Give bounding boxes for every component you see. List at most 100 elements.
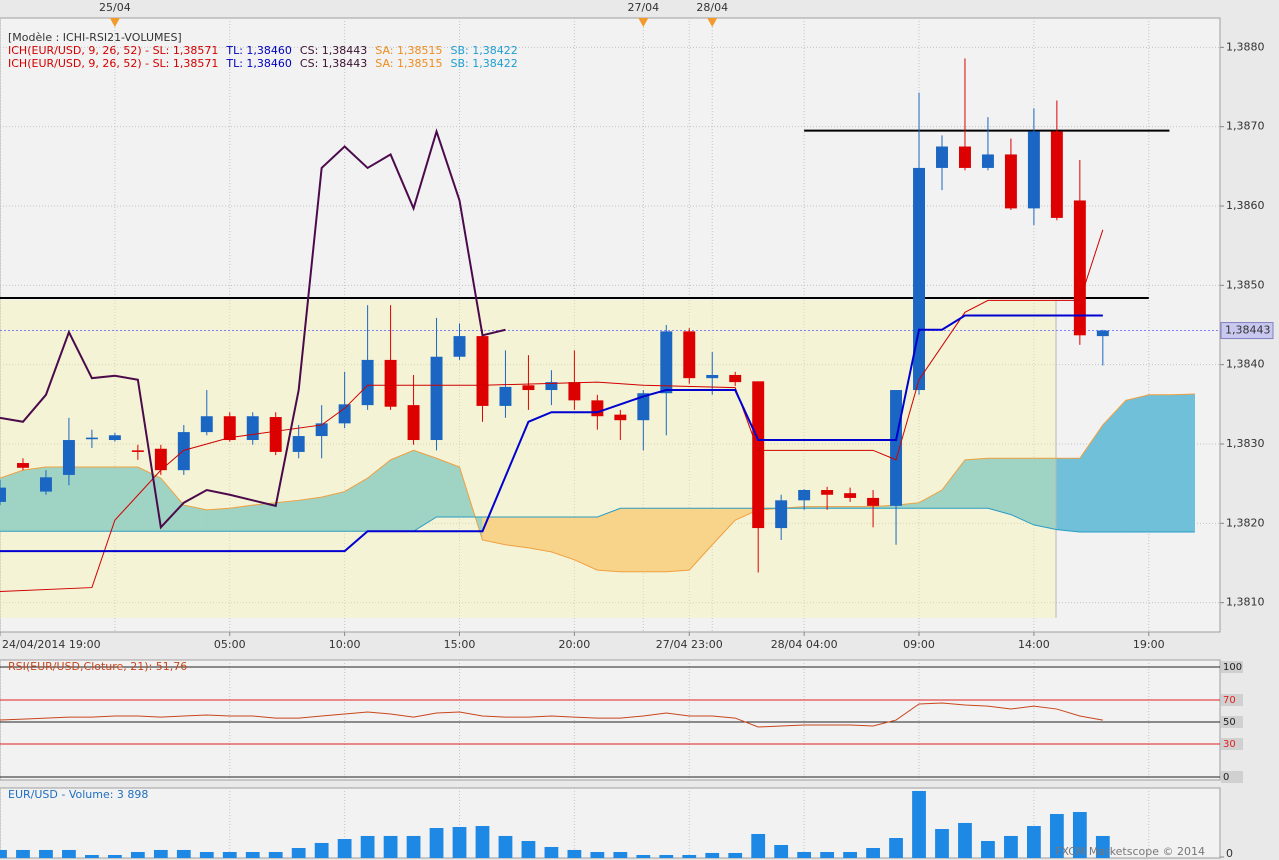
legend-entry: CS: 1,38443 (300, 57, 367, 70)
last-price-box (1220, 322, 1274, 340)
candle-body (752, 381, 765, 529)
cloud-segment (1171, 393, 1195, 533)
candle-body (614, 414, 627, 421)
volume-bar (912, 790, 926, 858)
y-tick-label: 0 (1226, 847, 1233, 860)
x-tick-label: 10:00 (329, 638, 361, 651)
candle-body (200, 416, 213, 433)
candle-body (62, 440, 75, 475)
candle-body (108, 435, 121, 441)
legend-entry: SB: 1,38422 (451, 57, 518, 70)
y-tick-label: 1,3820 (1226, 516, 1265, 529)
date-marker (109, 18, 120, 27)
volume-bar (544, 846, 559, 858)
rsi-line (0, 702, 1103, 728)
candle-body (361, 359, 374, 406)
volume-bar (291, 848, 306, 858)
candle-body (867, 497, 880, 506)
rsi-panel (0, 660, 1220, 780)
cloud-segment (1148, 394, 1173, 533)
volume-bar (843, 852, 857, 858)
volume-bar (590, 852, 605, 858)
volume-bar (153, 849, 168, 858)
candle-body (269, 417, 282, 452)
candle-body (936, 146, 948, 168)
candle-body (246, 416, 259, 441)
y-tick-label: 1,3810 (1226, 596, 1265, 609)
volume-bar (107, 855, 122, 858)
volume-bar (176, 849, 191, 858)
x-tick-label: 05:00 (214, 638, 246, 651)
indicator-line (0, 314, 1103, 553)
senkou-line (0, 507, 1195, 533)
volume-title: EUR/USD - Volume: 3 898 (8, 788, 148, 801)
indicator-line (0, 229, 1104, 593)
candle-body (338, 404, 351, 424)
volume-bar (360, 835, 375, 858)
volume-bar (751, 833, 766, 858)
volume-bar (475, 826, 490, 858)
volume-bar (1004, 835, 1018, 858)
y-tick-label: 100 (1223, 662, 1242, 673)
candle-body (154, 448, 167, 471)
volume-bar (1027, 826, 1041, 858)
candle-body (798, 490, 811, 501)
candle-body (39, 477, 52, 492)
candle-body (430, 356, 443, 441)
volume-bar (1072, 812, 1087, 858)
x-tick-label: 27/04 23:00 (656, 638, 723, 651)
candle-body (981, 154, 994, 168)
volume-bar (1049, 813, 1064, 858)
volume-panel (0, 788, 1150, 858)
volume-bar (199, 852, 214, 858)
legend-entry: SB: 1,38422 (451, 44, 518, 57)
date-marker-label: 28/04 (696, 1, 728, 14)
candle-body (660, 331, 673, 394)
candle-body (499, 386, 512, 406)
volume-bar (935, 829, 949, 858)
legend-entry: ICH(EUR/USD, 9, 26, 52) - SL: 1,38571 (8, 44, 218, 57)
volume-bar (682, 855, 697, 858)
candle-body (1096, 330, 1109, 337)
footer: FXCM Marketscope © 2014 (1055, 845, 1205, 858)
volume-bar (85, 855, 99, 858)
rsi-plot-area (0, 659, 1221, 781)
candle-body (177, 432, 190, 471)
legend-row: ICH(EUR/USD, 9, 26, 52) - SL: 1,38571 TL:… (8, 44, 518, 57)
candle-body (821, 490, 834, 495)
candle-body (706, 374, 719, 379)
x-tick-label: 19:00 (1133, 638, 1165, 651)
legend-entry: ICH(EUR/USD, 9, 26, 52) - SL: 1,38571 (8, 57, 218, 70)
legend-entry: SA: 1,38515 (375, 57, 442, 70)
x-tick-label: 28/04 04:00 (771, 638, 838, 651)
volume-bar (774, 845, 789, 858)
candle-body (775, 500, 788, 529)
candle-body (453, 336, 466, 357)
candle-body (1027, 131, 1040, 209)
candle-body (476, 336, 489, 406)
date-marker-label: 25/04 (99, 1, 131, 14)
candle-body (890, 390, 903, 506)
volume-bar (567, 849, 582, 858)
y-tick-box (1221, 694, 1243, 707)
x-tick-label: 24/04/2014 19:00 (2, 638, 101, 651)
date-marker (707, 18, 718, 27)
y-tick-box (1221, 771, 1243, 784)
candle-body (315, 423, 328, 437)
y-tick-label: 0 (1223, 772, 1229, 783)
y-tick-box (1221, 661, 1243, 674)
main-panel (0, 18, 1220, 632)
candle-body (292, 436, 305, 452)
volume-bar (889, 838, 903, 858)
candle-body (844, 493, 857, 498)
volume-bar (62, 849, 76, 858)
date-marker-label: 27/04 (627, 1, 659, 14)
volume-bar (130, 852, 145, 858)
volume-bar (1095, 835, 1110, 858)
volume-bar (337, 839, 352, 858)
cloud-segment (1056, 458, 1081, 533)
x-tick-label: 09:00 (903, 638, 935, 651)
